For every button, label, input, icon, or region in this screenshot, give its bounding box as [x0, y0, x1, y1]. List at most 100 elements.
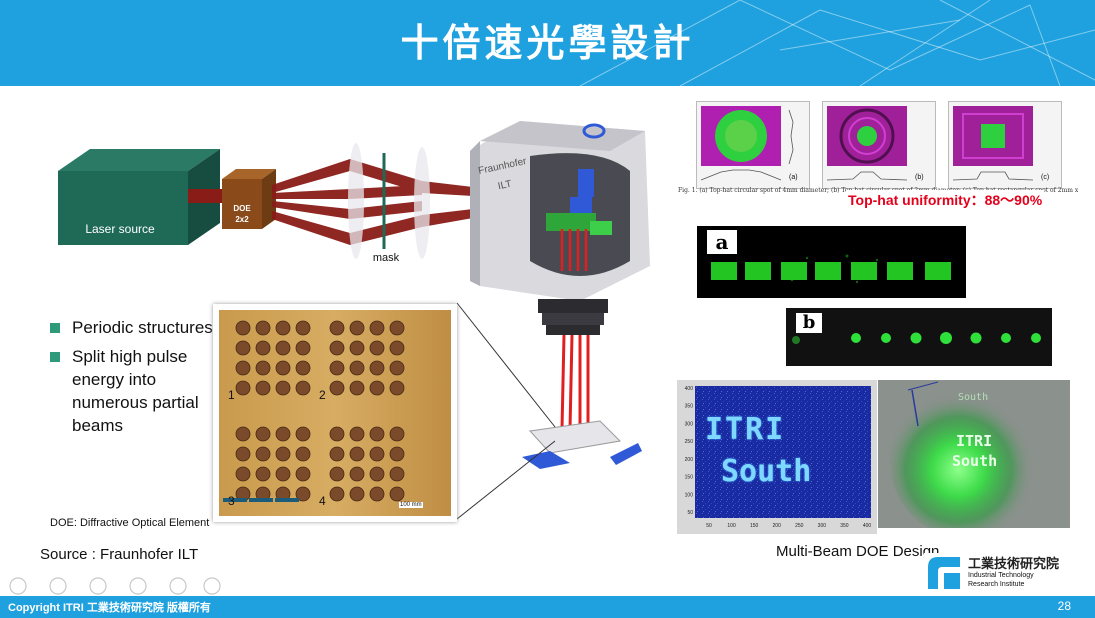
bullet-text: Split high pulse energy into numerous pa…	[72, 347, 199, 435]
micrograph-hole	[235, 426, 251, 442]
micrograph-hole	[329, 426, 345, 442]
micrograph-hole	[255, 446, 271, 462]
slide-header: 十倍速光學設計	[0, 0, 1095, 86]
micrograph-hole	[295, 446, 311, 462]
itri-plot-x-tick: 150	[750, 523, 759, 529]
slide-body: Laser source DOE 2x2 mask Fraunhofer ILT…	[0, 86, 1095, 596]
itri-plot-y-tick: 200	[685, 457, 694, 463]
itri-plot-y-tick: 100	[685, 492, 694, 498]
micrograph-label-1: 1	[228, 388, 235, 402]
itri-logo-en2: Research Institute	[968, 581, 1025, 588]
micrograph-hole	[295, 360, 311, 376]
itri-logo-icon	[924, 553, 962, 591]
micrograph-frame: 1 2 3 4 100 mm	[213, 304, 457, 522]
bullet-square-icon	[50, 352, 60, 362]
itri-plot-y-tick: 50	[687, 510, 693, 516]
page-number: 28	[1057, 599, 1071, 613]
itri-plot-area	[695, 386, 871, 518]
doe-note: DOE: Diffractive Optical Element	[50, 517, 210, 529]
optical-setup-diagram	[58, 143, 490, 259]
micrograph-hole	[275, 426, 291, 442]
presentation-controls[interactable]	[6, 576, 226, 596]
projection-photo: South ITRI South	[878, 380, 1070, 528]
mask-label: mask	[372, 252, 400, 264]
micrograph-hole	[235, 320, 251, 336]
micrograph-hole	[295, 426, 311, 442]
micrograph-hole	[349, 426, 365, 442]
micrograph-hole	[369, 380, 385, 396]
footer-copyright: Copyright ITRI 工業技術研究院 版權所有	[8, 602, 211, 614]
micrograph-hole	[349, 320, 365, 336]
tophat-panel-c-label: (c)	[1041, 174, 1050, 181]
itri-pattern-plot: 400 350 300 250 200 150 100 50 50 100 150 200 250 30…	[677, 380, 877, 534]
micrograph-hole	[235, 340, 251, 356]
micrograph-hole	[329, 380, 345, 396]
beam-array-b-label: b	[796, 313, 822, 333]
micrograph-hole	[329, 446, 345, 462]
itri-plot-x-tick: 300	[818, 523, 827, 529]
micrograph-hole	[235, 360, 251, 376]
bullet-square-icon	[50, 323, 60, 333]
header-decoration	[579, 0, 1095, 86]
slide-footer: Copyright ITRI 工業技術研究院 版權所有 28	[0, 596, 1095, 618]
bullet-text: Periodic structures	[72, 318, 213, 337]
tophat-uniformity: Top-hat uniformity：88～90%	[846, 190, 1045, 210]
lens-2	[414, 147, 430, 259]
tophat-panel-c: (c)	[948, 101, 1062, 189]
micrograph-hole	[255, 426, 271, 442]
micrograph-hole	[255, 340, 271, 356]
micrograph-scale: 100 mm	[399, 502, 423, 508]
micrograph-hole	[329, 320, 345, 336]
micrograph-hole	[295, 466, 311, 482]
micrograph-hole	[349, 446, 365, 462]
lens-1	[348, 143, 364, 259]
micrograph-hole	[235, 380, 251, 396]
micrograph-hole	[349, 340, 365, 356]
micrograph-hole	[369, 466, 385, 482]
micrograph-hole	[329, 360, 345, 376]
micrograph-hole	[295, 320, 311, 336]
micrograph-hole	[369, 446, 385, 462]
source-note: Source : Fraunhofer ILT	[40, 546, 199, 563]
itri-plot-x-tick: 100	[727, 523, 736, 529]
micrograph-hole	[329, 486, 345, 502]
itri-logo-zh: 工業技術研究院	[968, 557, 1060, 572]
micrograph-hole	[389, 340, 405, 356]
tophat-panel-b: (b)	[822, 101, 936, 189]
micrograph-hole	[329, 466, 345, 482]
micrograph-hole	[275, 340, 291, 356]
micrograph-hole	[349, 380, 365, 396]
itri-plot-line1: ITRI	[705, 412, 786, 447]
laser-head-illustration	[470, 121, 650, 469]
itri-logo: 工業技術研究院 Industrial Technology Research I…	[924, 551, 1074, 593]
more-icon	[203, 577, 221, 595]
zoom-connector	[456, 302, 556, 520]
itri-plot-y-tick: 300	[685, 421, 694, 427]
micrograph-hole	[235, 446, 251, 462]
micrograph-hole	[255, 380, 271, 396]
micrograph-hole	[389, 466, 405, 482]
micrograph-hole	[389, 320, 405, 336]
zoom-icon	[169, 577, 187, 595]
micrograph-hole	[389, 446, 405, 462]
bullet-item: Periodic structures	[50, 316, 220, 339]
beam-array-b: b	[786, 308, 1052, 366]
beam-array-a: a	[697, 226, 966, 298]
projection-top-text: South	[958, 392, 989, 403]
prev-slide-icon	[9, 577, 27, 595]
micrograph-hole	[389, 380, 405, 396]
itri-plot-x-tick: 250	[795, 523, 804, 529]
bullet-list: Periodic structures Split high pulse ene…	[50, 316, 220, 443]
micrograph-label-4: 4	[319, 494, 326, 508]
micrograph-hole	[329, 340, 345, 356]
itri-plot-y-tick: 400	[685, 386, 694, 392]
itri-plot-x-tick: 400	[863, 523, 872, 529]
micrograph-hole	[369, 320, 385, 336]
itri-plot-x-tick: 350	[840, 523, 849, 529]
doe-element	[222, 179, 262, 229]
itri-logo-en1: Industrial Technology	[968, 572, 1034, 579]
micrograph-image	[219, 310, 451, 516]
laser-source-label: Laser source	[85, 222, 155, 236]
micrograph-hole	[389, 426, 405, 442]
micrograph-hole	[389, 360, 405, 376]
